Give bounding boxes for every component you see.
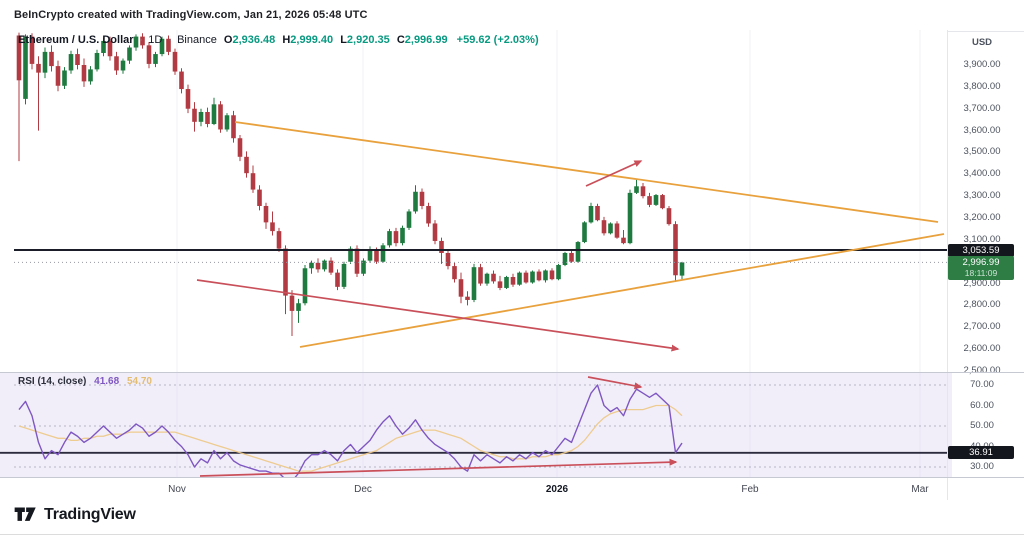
- price-axis-label: 3,800.00: [963, 80, 1001, 92]
- rsi-legend[interactable]: RSI (14, close) 41.68 54.70: [18, 376, 152, 387]
- price-axis[interactable]: USD 3,900.00 3,800.00 3,700.00 3,600.00 3,50…: [949, 0, 1015, 500]
- candlestick-series: [16, 32, 685, 337]
- interval-label[interactable]: 1D: [148, 34, 163, 46]
- price-axis-label: 3,500.00: [963, 146, 1001, 158]
- rsi-axis-label: 60.00: [970, 399, 994, 411]
- price-axis-label: 2,800.00: [963, 299, 1001, 311]
- price-axis-label: 3,700.00: [963, 102, 1001, 114]
- symbol-legend[interactable]: Ethereum / U.S. Dollar · 1D · Binance O2,9…: [18, 34, 539, 46]
- lower-triangle-trendline[interactable]: [299, 233, 945, 348]
- low-value: 2,920.35: [346, 34, 390, 46]
- upper-triangle-trendline[interactable]: [234, 121, 939, 223]
- price-axis-label: 3,300.00: [963, 190, 1001, 202]
- price-axis-label: 2,700.00: [963, 321, 1001, 333]
- descending-red-trendline[interactable]: [196, 279, 680, 352]
- price-axis-label: 2,600.00: [963, 343, 1001, 355]
- breakout-up-arrow[interactable]: [585, 160, 643, 187]
- rsi-ma-value: 54.70: [126, 376, 152, 387]
- price-axis-label: 3,200.00: [963, 212, 1001, 223]
- rsi-value: 41.68: [94, 376, 120, 387]
- price-axis-label: 2,900.00: [963, 277, 1001, 289]
- price-chart-canvas[interactable]: [0, 30, 947, 372]
- high-value: 2,999.40: [290, 34, 334, 46]
- rsi-axis-label: 50.00: [970, 420, 994, 431]
- close-label: C: [396, 34, 405, 46]
- resistance-price-badge: 3,053.59: [948, 244, 1014, 257]
- rsi-title: RSI (14, close): [18, 376, 87, 387]
- rsi-chart-canvas[interactable]: [0, 373, 947, 477]
- bar-countdown: 18:11:09: [964, 268, 998, 278]
- rsi-timeaxis-divider: [0, 477, 1024, 478]
- time-axis-label: Mar: [911, 484, 929, 495]
- rsi-rising-trendline-arrow[interactable]: [199, 458, 678, 477]
- time-axis-label: 2026: [545, 484, 569, 495]
- rsi-panel-background: [0, 373, 952, 477]
- last-price: 2,996.99: [962, 257, 1000, 268]
- currency-label: USD: [971, 37, 993, 48]
- time-axis-label: Dec: [354, 484, 372, 495]
- price-axis-separator: [947, 30, 948, 500]
- rsi-top-arrow[interactable]: [587, 376, 643, 390]
- exchange-label: Binance: [177, 34, 217, 46]
- rsi-axis-label: 70.00: [970, 379, 994, 390]
- high-label: H: [282, 34, 291, 46]
- price-axis-label: 3,100.00: [963, 233, 1001, 245]
- low-label: L: [340, 34, 347, 46]
- time-axis-label: Nov: [168, 484, 186, 495]
- time-axis[interactable]: Nov Dec 2026 Feb Mar: [0, 478, 947, 500]
- change-value: +59.62 (+2.03%): [456, 34, 539, 46]
- close-value: 2,996.99: [404, 34, 448, 46]
- price-axis-label: 3,400.00: [963, 168, 1001, 180]
- open-label: O: [223, 34, 233, 46]
- price-axis-label: 2,500.00: [963, 365, 1001, 376]
- rsi-level-badge: 36.91: [948, 446, 1014, 459]
- rsi-axis-label: 30.00: [970, 461, 994, 472]
- price-rsi-divider[interactable]: [0, 372, 1024, 373]
- rsi-line: [18, 384, 683, 477]
- price-axis-label: 3,900.00: [963, 59, 1001, 70]
- tradingview-logo[interactable]: TradingView: [14, 505, 136, 524]
- rsi-ma-line: [18, 404, 683, 472]
- tradingview-logo-text: TradingView: [44, 505, 136, 523]
- open-value: 2,936.48: [232, 34, 276, 46]
- symbol-name[interactable]: Ethereum / U.S. Dollar: [18, 34, 134, 46]
- axis-top-line: [947, 31, 1024, 32]
- last-price-badge: 2,996.99 18:11:09: [948, 256, 1014, 280]
- tradingview-logo-icon: [14, 507, 36, 521]
- time-axis-label: Feb: [741, 484, 759, 495]
- attribution-text: BeInCrypto created with TradingView.com,…: [14, 9, 368, 21]
- price-axis-label: 3,600.00: [963, 124, 1001, 136]
